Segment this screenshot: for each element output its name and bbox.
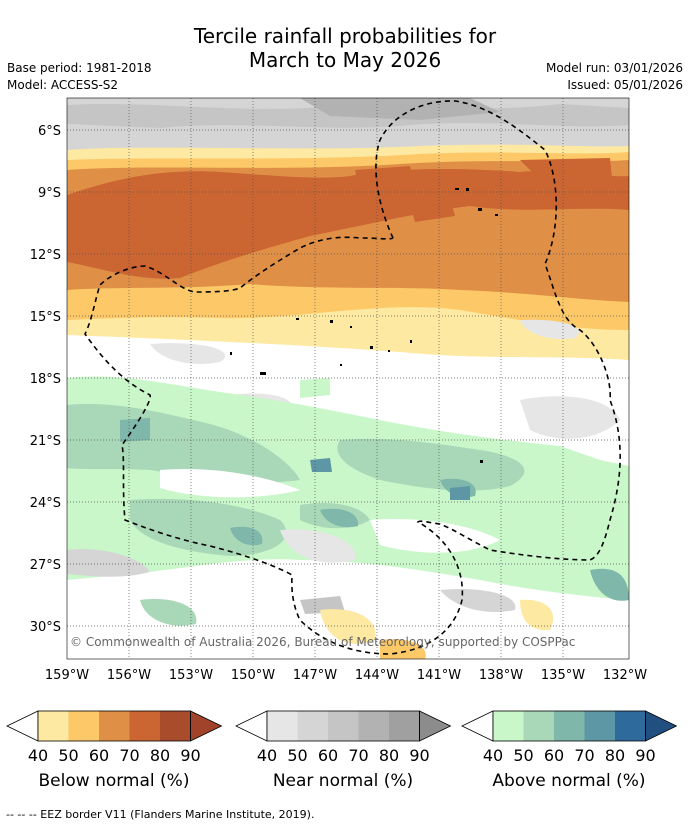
lon-label: 159°W [45,668,89,683]
legend-arrow-low [461,710,494,742]
lon-label: 147°W [293,668,337,683]
legend-swatch [554,711,585,741]
lat-label: 30°S [30,620,61,635]
legend-arrow-low [235,710,268,742]
model-run-label: Model run: 03/01/2026 [545,61,683,75]
legend-swatch [267,711,298,741]
lon-label: 132°W [603,668,647,683]
lon-label: 138°W [479,668,523,683]
legend-swatch [493,711,524,741]
legend-tick: 40 [257,746,277,765]
lat-axis: 6°S 9°S 12°S 15°S 18°S 21°S 24°S 27°S 30… [30,124,61,635]
lon-label: 153°W [169,668,213,683]
lon-label: 135°W [541,668,585,683]
legend-tick: 40 [483,746,503,765]
copyright-text: © Commonwealth of Australia 2026, Bureau… [70,635,575,649]
legend-swatch [328,711,359,741]
legend-near-normal: 40 50 60 70 80 90 [235,710,452,765]
legend-swatch [99,711,130,741]
legend-tick: 70 [348,746,368,765]
legend-tick: 90 [180,746,200,765]
legend-frame [37,710,191,742]
legend-swatch [160,711,191,741]
legend-frame [266,710,420,742]
legend-tick: 80 [605,746,625,765]
map-title-line1: Tercile rainfall probabilities for [193,24,497,48]
legend-swatch [523,711,554,741]
lon-label: 141°W [417,668,461,683]
lat-label: 18°S [30,372,61,387]
legend-arrow-high [645,710,678,742]
lat-label: 12°S [30,248,61,263]
lat-label: 21°S [30,434,61,449]
issued-label: Issued: 05/01/2026 [567,78,683,92]
legend-tick: 50 [513,746,533,765]
lon-label: 150°W [231,668,275,683]
graticule [67,98,629,659]
legend-tick: 40 [28,746,48,765]
base-period-label: Base period: 1981-2018 [7,61,152,75]
lon-label: 156°W [107,668,151,683]
legend-tick: 60 [89,746,109,765]
legend-swatch [584,711,615,741]
legend-above-normal: 40 50 60 70 80 90 [461,710,678,765]
legend-tick: 50 [58,746,78,765]
legend-tick: 80 [150,746,170,765]
legend-tick: 70 [119,746,139,765]
lat-label: 27°S [30,558,61,573]
probability-field [67,98,629,659]
legend-tick: 50 [287,746,307,765]
legend-swatch [129,711,160,741]
legend-swatch [297,711,328,741]
lon-axis: 159°W 156°W 153°W 150°W 147°W 144°W 141°… [45,668,647,683]
lat-label: 6°S [38,124,61,139]
legend-swatch [38,711,69,741]
eez-footnote: -- -- -- EEZ border V11 (Flanders Marine… [6,808,315,821]
legend-swatch [68,711,99,741]
legend-tick: 60 [544,746,564,765]
legend-below-normal: 40 50 60 70 80 90 [6,710,223,765]
legend-arrow-high [190,710,223,742]
map-frame [66,97,630,660]
legend-arrow-high [419,710,452,742]
lon-label: 144°W [355,668,399,683]
legend-tick: 60 [318,746,338,765]
lat-label: 24°S [30,496,61,511]
legend-swatch [389,711,420,741]
legend-frame [492,710,646,742]
eez-border [84,100,621,655]
lat-label: 15°S [30,310,61,325]
model-label: Model: ACCESS-S2 [7,78,119,92]
legend-near-title: Near normal (%) [272,771,414,791]
legend-tick: 80 [379,746,399,765]
legend-above-title: Above normal (%) [492,771,646,791]
legend-tick: 70 [574,746,594,765]
islands [230,188,498,463]
legend-tick: 90 [635,746,655,765]
legend-below-title: Below normal (%) [38,771,190,791]
lat-label: 9°S [38,186,61,201]
map-title-line2: March to May 2026 [248,48,442,72]
legend-swatch [615,711,646,741]
legend-arrow-low [6,710,39,742]
legend-swatch [358,711,389,741]
legend-tick: 90 [409,746,429,765]
